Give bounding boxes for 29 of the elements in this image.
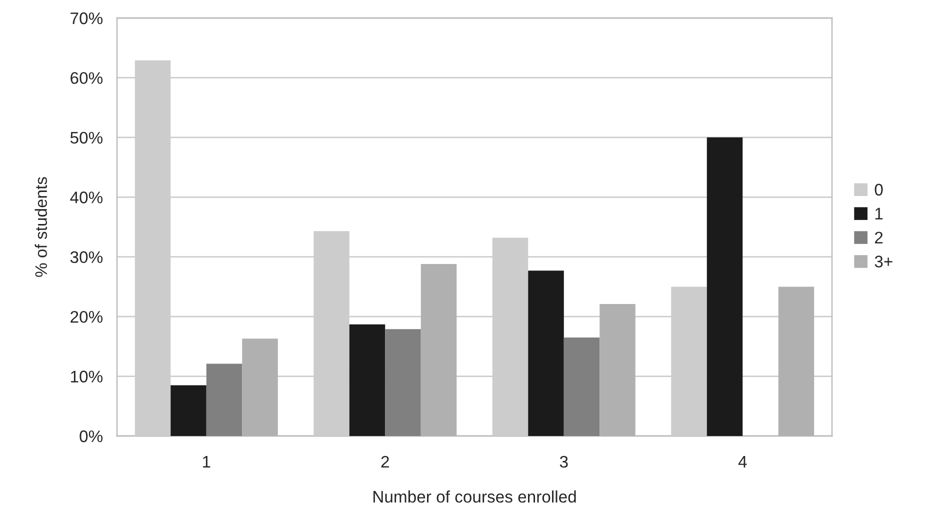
x-axis-title: Number of courses enrolled (374, 490, 576, 503)
legend-label: 2 (874, 232, 883, 244)
legend-label: 1 (875, 208, 883, 220)
bar (206, 364, 242, 436)
bar (420, 264, 457, 436)
y-tick-label: 10% (71, 370, 103, 382)
x-tick-label: 1 (203, 456, 210, 468)
y-tick-label: 20% (70, 310, 103, 323)
x-tick-label: 4 (738, 456, 747, 468)
bar (528, 270, 564, 436)
bar (706, 137, 743, 436)
bar (242, 338, 278, 436)
y-tick-label: 0% (80, 430, 103, 442)
bar (564, 337, 600, 436)
bar (600, 304, 636, 436)
bar (349, 324, 386, 436)
y-tick-label: 40% (70, 192, 103, 204)
y-tick-label: 50% (70, 132, 103, 144)
y-tick-label: 60% (70, 72, 103, 84)
bar (170, 385, 206, 436)
y-tick-label: 70% (70, 12, 103, 24)
legend-label: 0 (874, 184, 883, 196)
x-tick-label: 2 (381, 456, 389, 468)
bar (778, 286, 814, 436)
y-tick-label: 30% (70, 251, 103, 264)
y-axis-title: % of students (34, 177, 48, 277)
x-tick-label: 3 (560, 456, 568, 468)
bar (385, 329, 421, 436)
legend-label: 3+ (874, 256, 892, 268)
